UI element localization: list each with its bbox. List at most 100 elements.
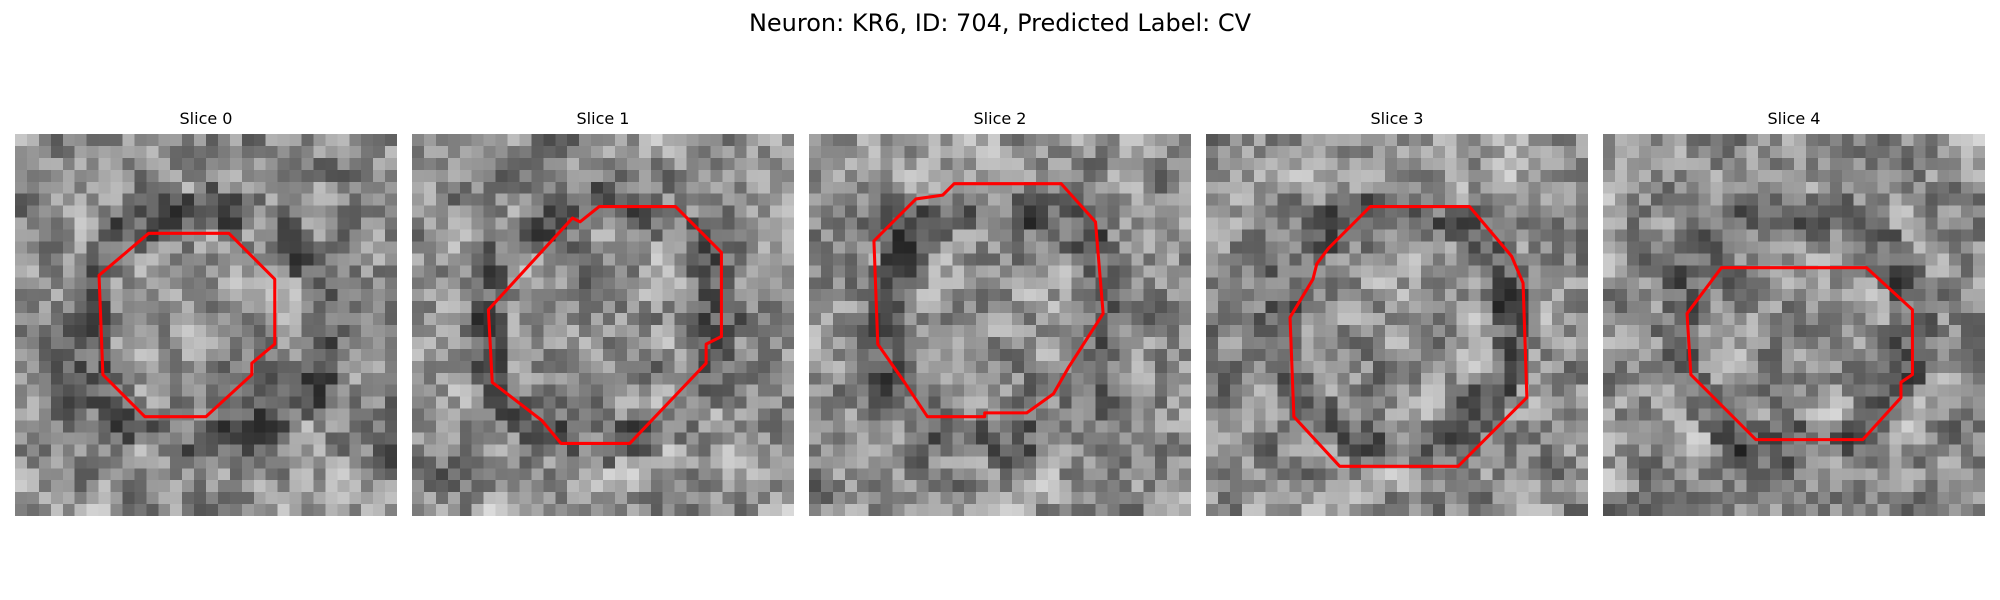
pixel	[639, 289, 651, 301]
pixel	[361, 170, 373, 182]
pixel	[1242, 265, 1254, 277]
pixel	[1758, 385, 1770, 397]
pixel	[746, 444, 758, 456]
pixel	[1397, 349, 1409, 361]
pixel	[1925, 241, 1937, 253]
pixel	[1266, 158, 1278, 170]
pixel	[543, 277, 555, 289]
pixel	[218, 432, 230, 444]
pixel	[893, 265, 905, 277]
pixel	[1890, 432, 1902, 444]
pixel	[988, 409, 1000, 421]
pixel	[857, 349, 869, 361]
pixel	[1060, 146, 1072, 158]
pixel	[615, 230, 627, 242]
pixel	[1397, 158, 1409, 170]
pixel	[1302, 301, 1314, 313]
pixel	[122, 373, 134, 385]
pixel	[1675, 456, 1687, 468]
pixel	[170, 397, 182, 409]
pixel	[905, 182, 917, 194]
pixel	[472, 230, 484, 242]
pixel	[1036, 313, 1048, 325]
pixel	[1242, 325, 1254, 337]
pixel	[1710, 158, 1722, 170]
pixel	[1710, 361, 1722, 373]
pixel	[325, 277, 337, 289]
pixel	[242, 301, 254, 313]
pixel	[1290, 504, 1302, 516]
pixel	[1421, 373, 1433, 385]
pixel	[1576, 289, 1588, 301]
pixel	[242, 146, 254, 158]
pixel	[722, 277, 734, 289]
pixel	[758, 480, 770, 492]
pixel	[1866, 241, 1878, 253]
pixel	[881, 253, 893, 265]
pixel	[1830, 218, 1842, 230]
pixel	[1179, 349, 1191, 361]
pixel	[337, 456, 349, 468]
pixel	[746, 361, 758, 373]
pixel	[1048, 421, 1060, 433]
pixel	[448, 313, 460, 325]
pixel	[579, 456, 591, 468]
pixel	[63, 134, 75, 146]
pixel	[146, 265, 158, 277]
pixel	[734, 397, 746, 409]
pixel	[1266, 349, 1278, 361]
pixel	[87, 456, 99, 468]
pixel	[1096, 421, 1108, 433]
pixel	[1457, 277, 1469, 289]
pixel	[1349, 182, 1361, 194]
pixel	[1254, 480, 1266, 492]
pixel	[782, 468, 794, 480]
pixel	[928, 397, 940, 409]
pixel	[290, 170, 302, 182]
pixel	[1937, 385, 1949, 397]
pixel	[361, 313, 373, 325]
pixel	[1603, 253, 1615, 265]
pixel	[579, 289, 591, 301]
pixel	[687, 146, 699, 158]
pixel	[821, 397, 833, 409]
pixel	[242, 480, 254, 492]
pixel	[809, 170, 821, 182]
pixel	[1337, 170, 1349, 182]
pixel	[519, 146, 531, 158]
pixel	[1119, 206, 1131, 218]
pixel	[1516, 456, 1528, 468]
pixel	[1627, 206, 1639, 218]
pixel	[1842, 289, 1854, 301]
pixel	[821, 432, 833, 444]
pixel	[1901, 444, 1913, 456]
pixel	[988, 325, 1000, 337]
pixel	[687, 230, 699, 242]
pixel	[734, 349, 746, 361]
pixel	[1663, 421, 1675, 433]
pixel	[1290, 456, 1302, 468]
pixel	[1385, 158, 1397, 170]
pixel	[325, 468, 337, 480]
pixel	[373, 444, 385, 456]
pixel	[555, 325, 567, 337]
pixel	[1012, 194, 1024, 206]
pixel	[1794, 206, 1806, 218]
pixel	[567, 456, 579, 468]
pixel	[508, 361, 520, 373]
pixel	[1445, 230, 1457, 242]
pixel	[1421, 349, 1433, 361]
pixel	[1925, 146, 1937, 158]
pixel	[940, 480, 952, 492]
pixel	[579, 301, 591, 313]
pixel	[1639, 146, 1651, 158]
pixel	[579, 409, 591, 421]
pixel	[1663, 349, 1675, 361]
pixel	[1663, 337, 1675, 349]
pixel	[567, 182, 579, 194]
slice-image	[15, 134, 397, 516]
pixel	[687, 253, 699, 265]
pixel	[627, 421, 639, 433]
pixel	[1913, 397, 1925, 409]
pixel	[158, 421, 170, 433]
